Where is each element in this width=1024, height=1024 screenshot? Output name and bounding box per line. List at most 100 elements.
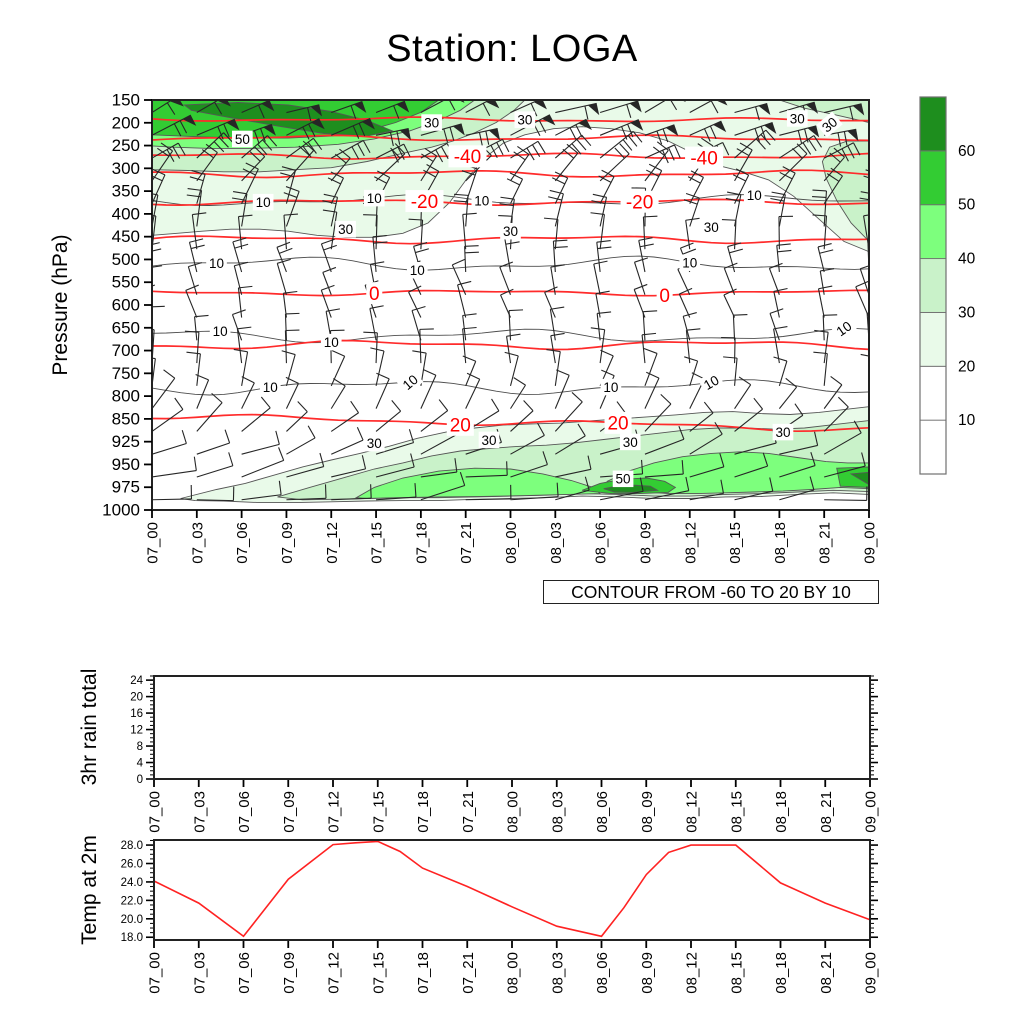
svg-text:10: 10 (834, 318, 855, 339)
contour-label: 30 (786, 110, 808, 127)
svg-text:08_12: 08_12 (682, 522, 699, 564)
svg-text:07_09: 07_09 (281, 952, 298, 994)
contour-label: 30 (500, 222, 521, 240)
svg-text:20.0: 20.0 (121, 914, 143, 926)
svg-text:700: 700 (112, 341, 140, 360)
rain-panel-xticks: 07_00 07_03 07_06 07_09 07_12 07_15 07_18 07_21… (147, 779, 880, 833)
contour-label: 30 (772, 423, 794, 441)
svg-text:09_00: 09_00 (862, 522, 879, 564)
isotach-line-10 (152, 255, 869, 271)
isotach-band-30-40 (821, 140, 869, 243)
svg-text:300: 300 (112, 159, 140, 178)
colorbar-cell (919, 204, 947, 260)
svg-text:10: 10 (603, 380, 618, 395)
colorbar-label: 50 (958, 197, 976, 214)
svg-text:850: 850 (112, 409, 140, 428)
colorbar: 10 20 30 40 50 60 (919, 96, 976, 475)
svg-text:08_06: 08_06 (593, 522, 610, 564)
contour-label: 10 (396, 369, 424, 396)
temp-panel-yticks: 18.0 20.0 22.0 24.0 26.0 28.0 (121, 839, 878, 944)
page-title: Station: LOGA (386, 28, 638, 70)
svg-text:07_06: 07_06 (236, 952, 253, 994)
isotach-line-10 (152, 379, 869, 396)
temp-panel: 18.020.022.024.026.028.007_00 07_03 07_06 0… (121, 839, 880, 994)
colorbar-cell (919, 419, 947, 475)
svg-text:10: 10 (324, 335, 339, 350)
svg-text:08_09: 08_09 (639, 791, 656, 833)
svg-text:24: 24 (130, 675, 143, 687)
isotach-band-60+ (849, 471, 869, 486)
svg-text:08_09: 08_09 (639, 952, 656, 994)
rain-panel: 0 4 8 12 16 20 24 07_00 07_03 07_06 07_09 07_12 07_1… (130, 675, 880, 833)
svg-text:650: 650 (112, 318, 140, 337)
cross-section-panel: 10 10 10 10 10 10 10 10 10 10 10 10 10 10 50 30 30 30 30 30… (102, 91, 878, 564)
contour-label: 10 (320, 333, 342, 351)
contour-label: 10 (209, 323, 231, 340)
svg-text:07_15: 07_15 (370, 791, 387, 833)
svg-text:950: 950 (112, 455, 140, 474)
svg-text:08_03: 08_03 (548, 522, 565, 564)
contour-label: 50 (232, 130, 253, 148)
svg-text:07_00: 07_00 (147, 952, 164, 994)
svg-text:08_18: 08_18 (773, 791, 790, 833)
svg-text:8: 8 (137, 741, 143, 753)
contour-label: 10 (363, 189, 385, 207)
svg-text:08_21: 08_21 (818, 791, 835, 833)
svg-text:07_06: 07_06 (234, 522, 251, 564)
svg-text:09_00: 09_00 (863, 952, 880, 994)
svg-text:07_18: 07_18 (415, 952, 432, 994)
isotherm-line--40 (152, 152, 869, 160)
contour-label: 10 (698, 370, 725, 395)
svg-text:20: 20 (130, 692, 143, 704)
svg-text:07_03: 07_03 (191, 791, 208, 833)
colorbar-label: 40 (958, 251, 976, 268)
svg-text:07_12: 07_12 (326, 791, 343, 833)
svg-text:450: 450 (112, 227, 140, 246)
svg-text:08_21: 08_21 (818, 952, 835, 994)
contour-label: 10 (259, 378, 281, 396)
isotherm-line--60 (152, 116, 869, 123)
svg-text:08_09: 08_09 (637, 522, 654, 564)
isotach-labels: 10 10 10 10 10 10 10 10 10 10 10 10 10 10 50 30 30 30 30 30… (206, 110, 858, 488)
isotherm-line--30 (152, 169, 869, 179)
contour-label: 30 (421, 114, 442, 131)
isotherm-line--50 (152, 134, 869, 142)
svg-text:08_03: 08_03 (549, 952, 566, 994)
svg-text:30: 30 (503, 224, 518, 239)
svg-text:0: 0 (369, 284, 380, 305)
svg-text:08_18: 08_18 (773, 952, 790, 994)
svg-text:10: 10 (410, 263, 425, 278)
svg-text:1000: 1000 (102, 501, 140, 520)
contour-label: 30 (478, 431, 500, 449)
cross-section-axes: 1502002503003504004505005506006507007508… (102, 91, 878, 564)
svg-text:18.0: 18.0 (121, 932, 143, 944)
svg-text:10: 10 (256, 195, 271, 210)
svg-text:08_15: 08_15 (727, 522, 744, 564)
colorbar-label: 60 (958, 143, 976, 160)
isotherm-line-10 (152, 339, 869, 351)
contour-label: -20 (620, 190, 659, 214)
svg-text:10: 10 (682, 256, 697, 271)
pressure-tick-labels: 150 200 250 300 350 400 450 500 550 600 650 700 750 8… (102, 91, 152, 520)
svg-text:500: 500 (112, 250, 140, 269)
svg-text:30: 30 (367, 436, 382, 451)
svg-text:550: 550 (112, 273, 140, 292)
svg-text:0: 0 (659, 286, 670, 307)
svg-text:08_06: 08_06 (594, 791, 611, 833)
svg-text:10: 10 (400, 372, 421, 393)
svg-text:250: 250 (112, 136, 140, 155)
contour-label: 10 (600, 378, 622, 396)
wind-barbs (152, 100, 869, 502)
colorbar-label: 30 (958, 304, 976, 321)
svg-text:50: 50 (235, 132, 250, 147)
svg-text:07_21: 07_21 (460, 952, 477, 994)
svg-text:10: 10 (474, 194, 489, 209)
svg-text:30: 30 (775, 425, 790, 440)
time-tick-labels-main: 07_00 07_03 07_06 07_09 07_12 07_15 07_18 07_21… (145, 510, 879, 564)
svg-text:16: 16 (130, 708, 143, 720)
contour-label: 30 (619, 433, 641, 451)
contour-label: 10 (471, 192, 493, 209)
temp-panel-xticks: 07_00 07_03 07_06 07_09 07_12 07_15 07_18 07_21… (147, 940, 880, 994)
svg-text:07_15: 07_15 (369, 522, 386, 564)
svg-text:400: 400 (112, 204, 140, 223)
